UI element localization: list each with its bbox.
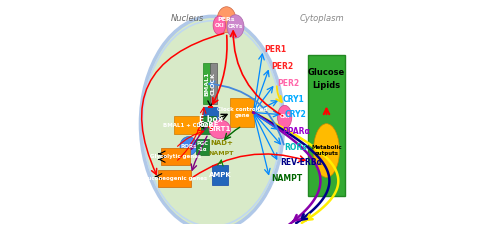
Text: PER2: PER2 <box>277 79 299 88</box>
Text: CKI: CKI <box>214 23 224 28</box>
FancyBboxPatch shape <box>230 98 254 127</box>
Ellipse shape <box>140 16 284 225</box>
Text: PER2: PER2 <box>271 62 293 71</box>
Text: RORE: RORE <box>198 122 219 128</box>
Text: RORs: RORs <box>180 144 196 149</box>
Text: PERs: PERs <box>218 17 236 22</box>
Ellipse shape <box>227 15 244 38</box>
Text: Lipids: Lipids <box>312 81 340 90</box>
FancyBboxPatch shape <box>161 148 190 165</box>
Ellipse shape <box>209 120 231 139</box>
Ellipse shape <box>213 16 226 35</box>
FancyBboxPatch shape <box>174 116 202 134</box>
Text: Gluconeogenic genes: Gluconeogenic genes <box>142 176 208 181</box>
Text: Cytoplasm: Cytoplasm <box>299 14 344 23</box>
Text: CKI: CKI <box>280 115 290 119</box>
Ellipse shape <box>314 124 340 177</box>
FancyBboxPatch shape <box>158 170 192 187</box>
Text: CLOCK: CLOCK <box>210 72 216 95</box>
FancyBboxPatch shape <box>204 107 218 131</box>
FancyBboxPatch shape <box>196 139 209 155</box>
Text: PPARα: PPARα <box>282 127 310 136</box>
Text: E box: E box <box>199 115 222 124</box>
Ellipse shape <box>217 7 236 33</box>
Text: REV-ERBα: REV-ERBα <box>280 158 322 167</box>
Text: PER1: PER1 <box>264 45 286 54</box>
Text: Glycolytic genes: Glycolytic genes <box>150 154 201 159</box>
Text: AMPK: AMPK <box>209 172 232 178</box>
Text: Metabolic
outputs: Metabolic outputs <box>311 145 342 156</box>
Text: CRY1: CRY1 <box>282 94 304 104</box>
Text: SIRT1: SIRT1 <box>208 126 231 132</box>
FancyBboxPatch shape <box>204 63 211 104</box>
Text: NAMPT: NAMPT <box>271 174 302 183</box>
Ellipse shape <box>180 137 197 155</box>
FancyBboxPatch shape <box>308 56 345 196</box>
Text: BMAL1 + CLOCK: BMAL1 + CLOCK <box>163 123 212 128</box>
Text: Clock controlled
gene: Clock controlled gene <box>217 107 268 118</box>
FancyBboxPatch shape <box>212 166 228 185</box>
Text: Nucleus: Nucleus <box>171 14 204 23</box>
Text: BMAL1: BMAL1 <box>205 71 210 96</box>
FancyBboxPatch shape <box>201 116 216 134</box>
Text: RORs: RORs <box>284 143 308 152</box>
Text: CRYs: CRYs <box>228 24 243 29</box>
Ellipse shape <box>278 105 292 129</box>
Text: NAMPT: NAMPT <box>208 151 234 156</box>
Text: PGC
-1α: PGC -1α <box>196 141 208 152</box>
Text: Glucose: Glucose <box>308 68 345 77</box>
Text: NAD+: NAD+ <box>210 140 234 146</box>
FancyBboxPatch shape <box>210 63 216 104</box>
Text: CRY2: CRY2 <box>284 110 306 119</box>
